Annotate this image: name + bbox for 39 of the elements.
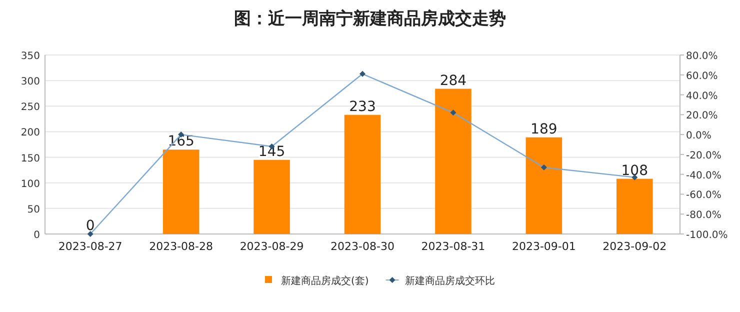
legend-label: 新建商品房成交(套) bbox=[281, 275, 369, 287]
y-tick-label: 150 bbox=[20, 153, 40, 164]
x-tick-label: 2023-09-02 bbox=[602, 240, 667, 253]
y2-tick-label: -20.0% bbox=[686, 150, 722, 162]
x-tick-label: 2023-08-31 bbox=[421, 240, 486, 253]
legend-label: 新建商品房成交环比 bbox=[404, 275, 495, 287]
data-label: 189 bbox=[530, 121, 558, 138]
data-label: 284 bbox=[440, 72, 467, 89]
x-tick-label: 2023-08-27 bbox=[58, 240, 122, 253]
y2-tick-label: 80.0% bbox=[686, 51, 718, 62]
y-tick-label: 100 bbox=[20, 178, 40, 190]
y-tick-label: 50 bbox=[27, 204, 40, 216]
x-tick-label: 2023-09-01 bbox=[512, 240, 576, 253]
y2-tick-label: 60.0% bbox=[686, 70, 718, 82]
y2-tick-label: -40.0% bbox=[686, 170, 722, 182]
chart-title: 图：近一周南宁新建商品房成交走势 bbox=[234, 9, 506, 29]
data-label: 0 bbox=[86, 218, 95, 234]
data-label: 233 bbox=[349, 98, 376, 115]
bar bbox=[162, 150, 200, 234]
x-tick-label: 2023-08-30 bbox=[330, 240, 394, 253]
y-tick-label: 0 bbox=[34, 230, 40, 241]
y-tick-label: 300 bbox=[20, 76, 40, 88]
bar bbox=[526, 137, 562, 234]
y-tick-label: 200 bbox=[20, 128, 40, 139]
y-tick-label: 350 bbox=[20, 51, 40, 62]
y2-tick-label: -100.0% bbox=[686, 230, 728, 241]
bar bbox=[254, 160, 290, 234]
bar bbox=[344, 114, 381, 234]
y2-tick-label: -80.0% bbox=[686, 210, 722, 222]
x-tick-label: 2023-08-28 bbox=[149, 240, 214, 253]
bar bbox=[435, 88, 472, 234]
y2-tick-label: 20.0% bbox=[686, 110, 718, 122]
y2-tick-label: 40.0% bbox=[686, 90, 718, 102]
y2-tick-label: 0.0% bbox=[686, 130, 712, 142]
y2-tick-label: -60.0% bbox=[686, 190, 722, 202]
y-tick-label: 250 bbox=[20, 102, 40, 114]
bar bbox=[616, 178, 653, 234]
data-label: 108 bbox=[621, 162, 648, 179]
x-tick-label: 2023-08-29 bbox=[240, 240, 304, 253]
